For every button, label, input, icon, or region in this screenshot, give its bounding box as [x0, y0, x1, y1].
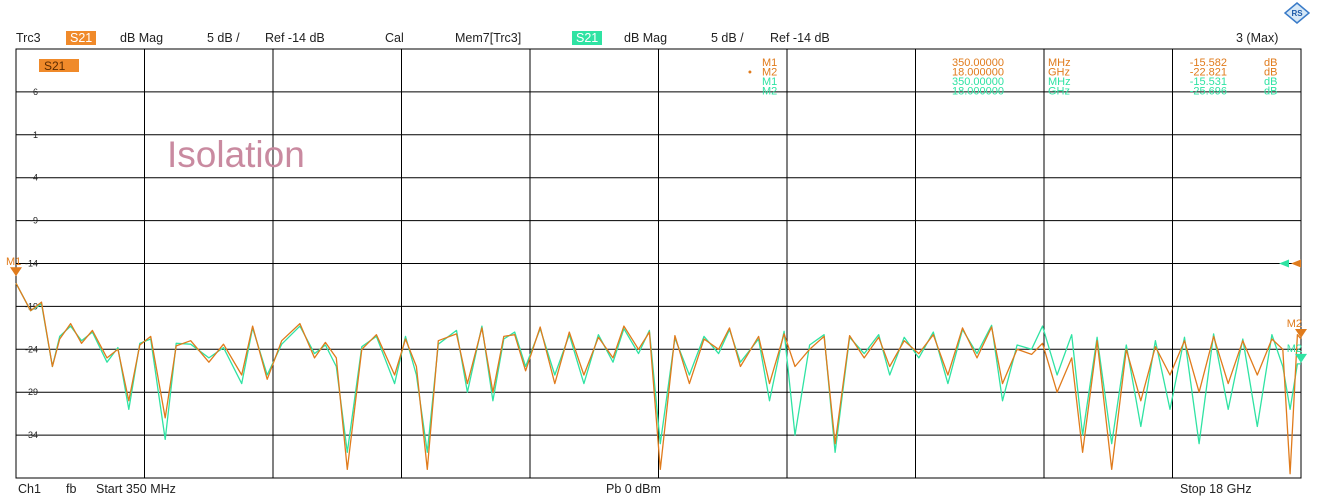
- memory-scale-label[interactable]: 5 dB /: [711, 31, 744, 45]
- y-tick-label: -34: [25, 430, 38, 440]
- active-marker-bullet: •: [748, 67, 752, 79]
- ref-label[interactable]: Ref -14 dB: [265, 31, 325, 45]
- marker-table-value: -15.582: [1190, 57, 1227, 69]
- memory-ref-label[interactable]: Ref -14 dB: [770, 31, 830, 45]
- window-label[interactable]: 3 (Max): [1236, 31, 1279, 45]
- marker-table-unit: GHz: [1048, 86, 1070, 98]
- y-tick-labels: 6 1 -4 -9 -14 -19 -24 -29 -34: [25, 87, 38, 440]
- y-tick-label: -4: [30, 173, 38, 183]
- marker-label: M1: [6, 256, 21, 268]
- marker-table: M1 350.00000 MHz -15.582 dB • M2 18.000000 GHz -2…: [748, 57, 1277, 98]
- ref-level-arrow: [1291, 259, 1301, 268]
- trace-badge-label[interactable]: S21: [44, 59, 66, 73]
- marker-table-stimulus: 350.00000: [952, 76, 1004, 88]
- y-tick-label: 6: [33, 87, 38, 97]
- marker-table-unit: MHz: [1048, 57, 1071, 69]
- format-label[interactable]: dB Mag: [120, 31, 164, 45]
- marker-table-value: -15.531: [1190, 76, 1227, 88]
- svg-text:RS: RS: [1291, 9, 1303, 18]
- marker-label: M2: [1287, 343, 1302, 355]
- marker-table-label: M2: [762, 67, 777, 79]
- marker-table-value-unit: dB: [1264, 57, 1277, 69]
- y-tick-label: -24: [25, 344, 38, 354]
- memory-trace-name[interactable]: Mem7[Trc3]: [455, 31, 522, 45]
- power-label[interactable]: Pb 0 dBm: [606, 482, 661, 496]
- marker-label: M2: [1287, 318, 1302, 330]
- y-tick-label: 1: [33, 130, 38, 140]
- marker-table-value-unit: dB: [1264, 67, 1277, 79]
- marker-triangle: [10, 267, 22, 277]
- y-tick-label: -29: [25, 387, 38, 397]
- param-tag[interactable]: S21: [66, 31, 97, 45]
- marker-table-label: M2: [762, 86, 777, 98]
- marker-table-label: M1: [762, 57, 777, 69]
- markers: M1 M2 M2: [6, 256, 1307, 363]
- cal-label[interactable]: Cal: [385, 31, 404, 45]
- scale-label[interactable]: 5 dB /: [207, 31, 240, 45]
- marker-table-stimulus: 18.000000: [952, 67, 1004, 79]
- marker-table-value: -22.821: [1190, 67, 1227, 79]
- trace-badge[interactable]: [39, 59, 79, 72]
- y-tick-label: -14: [25, 259, 38, 269]
- marker-table-value-unit: dB: [1264, 76, 1277, 88]
- marker-table-value: -25.696: [1190, 86, 1227, 98]
- marker-table-label: M1: [762, 76, 777, 88]
- trace-line-trc3: [15, 282, 1302, 475]
- y-tick-label: -19: [25, 301, 38, 311]
- marker-table-unit: GHz: [1048, 67, 1070, 79]
- isolation-annotation: Isolation: [167, 134, 305, 175]
- sweep-label[interactable]: fb: [66, 482, 77, 496]
- memory-ref-level-arrow: [1279, 259, 1289, 268]
- marker-table-unit: MHz: [1048, 76, 1071, 88]
- marker-triangle: [1295, 353, 1307, 363]
- trace-name[interactable]: Trc3: [16, 31, 41, 45]
- trace-info-bar: Trc3 S21 dB Mag 5 dB / Ref -14 dB Cal Me…: [0, 28, 1320, 48]
- memory-format-label[interactable]: dB Mag: [624, 31, 668, 45]
- memory-param-tag[interactable]: S21: [572, 31, 603, 45]
- grid: [15, 48, 1302, 479]
- marker-table-stimulus: 350.00000: [952, 57, 1004, 69]
- traces: [15, 282, 1302, 475]
- trace-line-mem7-trc3-: [15, 282, 1301, 453]
- marker-triangle: [1295, 329, 1307, 339]
- channel-label[interactable]: Ch1: [18, 482, 41, 496]
- channel-info-bar: Ch1 fb Start 350 MHz Pb 0 dBm Stop 18 GH…: [0, 480, 1320, 497]
- y-tick-label: -9: [30, 216, 38, 226]
- start-frequency[interactable]: Start 350 MHz: [96, 482, 176, 496]
- company-logo: RS: [1284, 2, 1310, 24]
- marker-table-stimulus: 18.000000: [952, 86, 1004, 98]
- marker-table-value-unit: dB: [1264, 86, 1277, 98]
- stop-frequency[interactable]: Stop 18 GHz: [1180, 482, 1252, 496]
